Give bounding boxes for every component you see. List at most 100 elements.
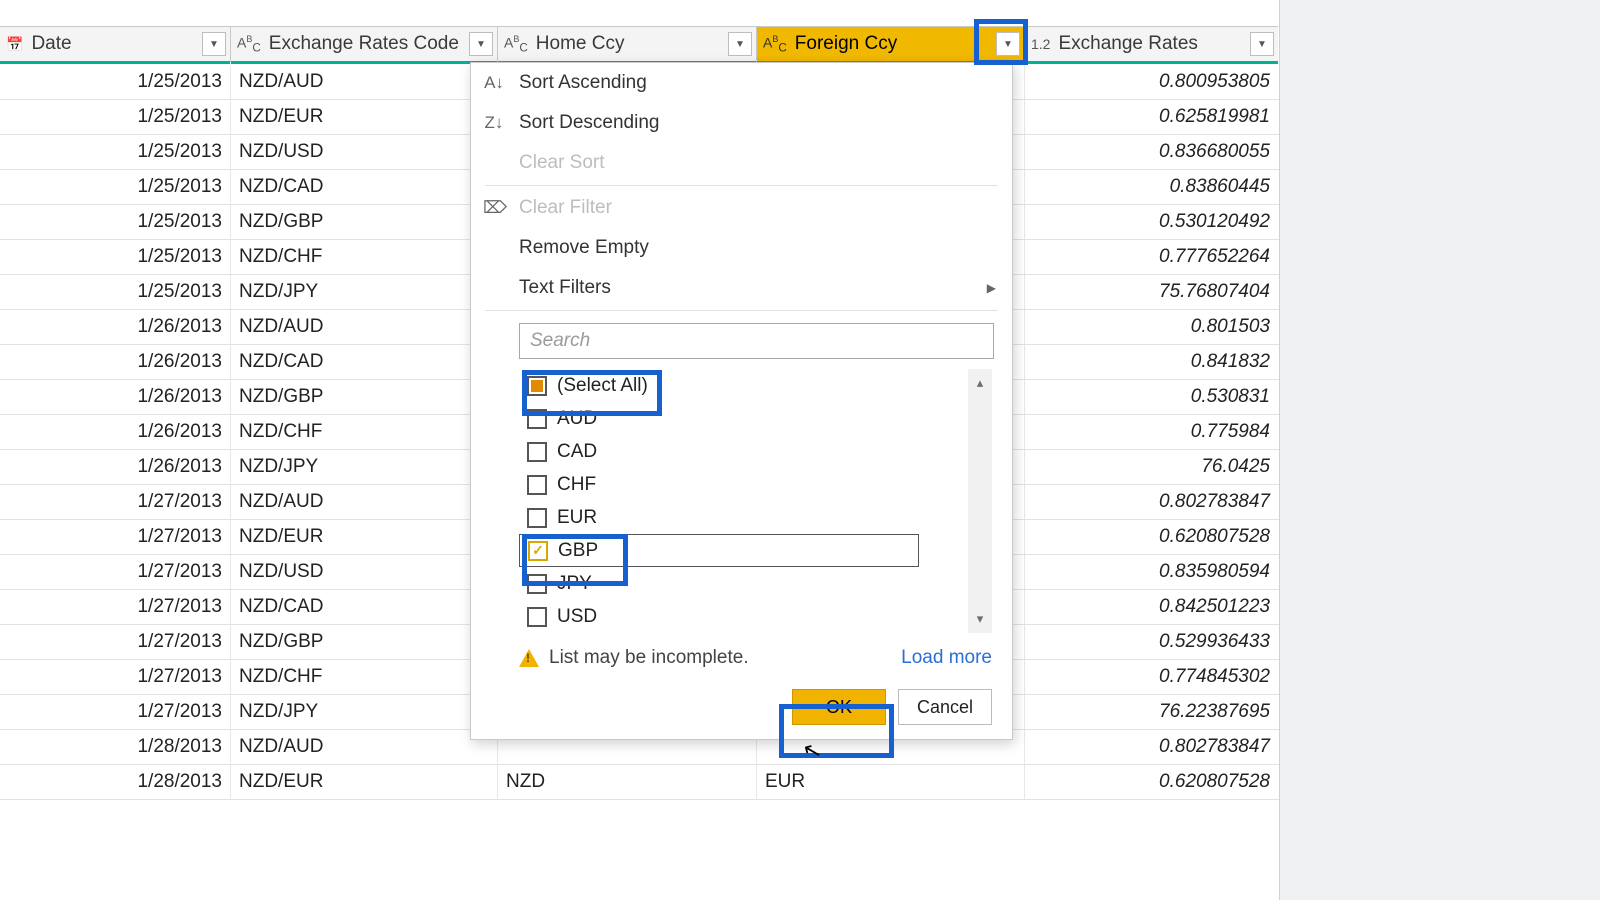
cell-date: 1/28/2013 — [0, 730, 231, 764]
load-more-link[interactable]: Load more — [901, 647, 992, 669]
column-underline — [0, 61, 230, 64]
date-type-icon: 📅 — [6, 36, 23, 53]
dropdown-arrow-icon[interactable] — [202, 32, 226, 56]
ok-button[interactable]: OK — [792, 689, 886, 725]
column-header-rate-label: Exchange Rates — [1058, 33, 1197, 55]
text-filters-label: Text Filters — [519, 277, 611, 299]
cell-code: NZD/EUR — [231, 765, 498, 799]
clear-filter-icon: ⌦ — [483, 198, 505, 218]
column-header-date-label: Date — [31, 33, 71, 55]
checkbox-icon[interactable] — [527, 508, 547, 528]
filter-value-jpy[interactable]: JPY — [519, 567, 966, 600]
cell-code: NZD/USD — [231, 555, 498, 589]
cell-rate: 0.800953805 — [1025, 65, 1278, 99]
cell-code: NZD/GBP — [231, 625, 498, 659]
cell-date: 1/25/2013 — [0, 205, 231, 239]
cell-code: NZD/EUR — [231, 100, 498, 134]
filter-search-input[interactable]: Search — [519, 323, 994, 359]
column-header-code[interactable]: ABC Exchange Rates Code — [231, 27, 498, 61]
dropdown-arrow-icon[interactable] — [728, 32, 752, 56]
table-row[interactable]: 1/28/2013NZD/EURNZDEUR0.620807528 — [0, 765, 1279, 800]
filter-value-usd[interactable]: USD — [519, 600, 966, 633]
checkbox-icon[interactable] — [527, 607, 547, 627]
filter-value-gbp[interactable]: GBP — [519, 534, 919, 567]
text-filters-item[interactable]: Text Filters ▶ — [471, 268, 1012, 308]
cell-rate: 0.774845302 — [1025, 660, 1278, 694]
clear-filter-label: Clear Filter — [519, 197, 612, 219]
filter-value-cad[interactable]: CAD — [519, 435, 966, 468]
cell-date: 1/25/2013 — [0, 100, 231, 134]
cell-date: 1/27/2013 — [0, 485, 231, 519]
filter-value-label: USD — [557, 606, 597, 628]
cell-rate: 0.620807528 — [1025, 520, 1278, 554]
filter-value-eur[interactable]: EUR — [519, 501, 966, 534]
filter-value-chf[interactable]: CHF — [519, 468, 966, 501]
filter-value-label: CAD — [557, 441, 597, 463]
warning-icon — [519, 649, 539, 667]
cell-date: 1/25/2013 — [0, 65, 231, 99]
decimal-type-icon: 1.2 — [1031, 36, 1050, 52]
filter-value-select-all-label: (Select All) — [557, 375, 648, 397]
filter-list-scrollbar[interactable]: ▴ ▾ — [968, 369, 992, 633]
remove-empty-label: Remove Empty — [519, 237, 649, 259]
checkbox-icon[interactable] — [527, 409, 547, 429]
checkbox-indeterminate-icon[interactable] — [527, 376, 547, 396]
clear-sort-item: Clear Sort — [471, 143, 1012, 183]
cell-rate: 0.801503 — [1025, 310, 1278, 344]
sort-descending-item[interactable]: Z↓ Sort Descending — [471, 103, 1012, 143]
remove-empty-item[interactable]: Remove Empty — [471, 228, 1012, 268]
cell-code: NZD/JPY — [231, 695, 498, 729]
checkbox-icon[interactable] — [527, 442, 547, 462]
scroll-down-icon[interactable]: ▾ — [977, 611, 984, 627]
filter-button-row: OK Cancel — [471, 689, 992, 725]
cell-date: 1/26/2013 — [0, 345, 231, 379]
filter-search-placeholder: Search — [530, 330, 590, 352]
cell-rate: 0.835980594 — [1025, 555, 1278, 589]
column-header-foreign[interactable]: ABC Foreign Ccy — [757, 27, 1025, 61]
cell-code: NZD/CHF — [231, 415, 498, 449]
column-header-home-label: Home Ccy — [536, 33, 625, 55]
checkbox-icon[interactable] — [527, 475, 547, 495]
text-type-icon: ABC — [237, 34, 261, 54]
cell-date: 1/28/2013 — [0, 765, 231, 799]
cell-code: NZD/EUR — [231, 520, 498, 554]
column-header-home[interactable]: ABC Home Ccy — [498, 27, 757, 61]
text-type-icon: ABC — [504, 34, 528, 54]
cell-date: 1/27/2013 — [0, 660, 231, 694]
scroll-up-icon[interactable]: ▴ — [977, 375, 984, 391]
cancel-button[interactable]: Cancel — [898, 689, 992, 725]
filter-value-aud[interactable]: AUD — [519, 402, 966, 435]
column-header-code-label: Exchange Rates Code — [269, 33, 459, 55]
checkbox-icon[interactable] — [527, 574, 547, 594]
cell-date: 1/26/2013 — [0, 450, 231, 484]
cell-code: NZD/AUD — [231, 485, 498, 519]
filter-values-list: (Select All) AUD CAD CHF EUR GBP — [519, 369, 994, 633]
column-header-rate[interactable]: 1.2 Exchange Rates — [1025, 27, 1278, 61]
sort-ascending-item[interactable]: A↓ Sort Ascending — [471, 63, 1012, 103]
dropdown-arrow-icon[interactable] — [469, 32, 493, 56]
cell-code: NZD/USD — [231, 135, 498, 169]
column-header-row: 📅 Date ABC Exchange Rates Code ABC Home … — [0, 26, 1278, 62]
column-header-date[interactable]: 📅 Date — [0, 27, 231, 61]
filter-value-label: GBP — [558, 540, 598, 562]
clear-sort-label: Clear Sort — [519, 152, 605, 174]
cell-rate: 0.530120492 — [1025, 205, 1278, 239]
cell-code: NZD/JPY — [231, 275, 498, 309]
sort-ascending-label: Sort Ascending — [519, 72, 647, 94]
sort-descending-label: Sort Descending — [519, 112, 659, 134]
filter-value-select-all[interactable]: (Select All) — [519, 369, 966, 402]
cell-rate: 0.777652264 — [1025, 240, 1278, 274]
filter-info-row: List may be incomplete. Load more — [519, 647, 992, 669]
cell-date: 1/27/2013 — [0, 590, 231, 624]
dropdown-arrow-icon[interactable] — [996, 32, 1020, 56]
checkbox-checked-icon[interactable] — [528, 541, 548, 561]
filter-value-label: CHF — [557, 474, 596, 496]
cell-rate: 0.775984 — [1025, 415, 1278, 449]
chevron-right-icon: ▶ — [987, 281, 996, 295]
cell-date: 1/25/2013 — [0, 135, 231, 169]
cell-code: NZD/GBP — [231, 380, 498, 414]
dropdown-arrow-icon[interactable] — [1250, 32, 1274, 56]
column-header-foreign-label: Foreign Ccy — [795, 33, 897, 55]
cell-rate: 75.76807404 — [1025, 275, 1278, 309]
cell-date: 1/27/2013 — [0, 695, 231, 729]
